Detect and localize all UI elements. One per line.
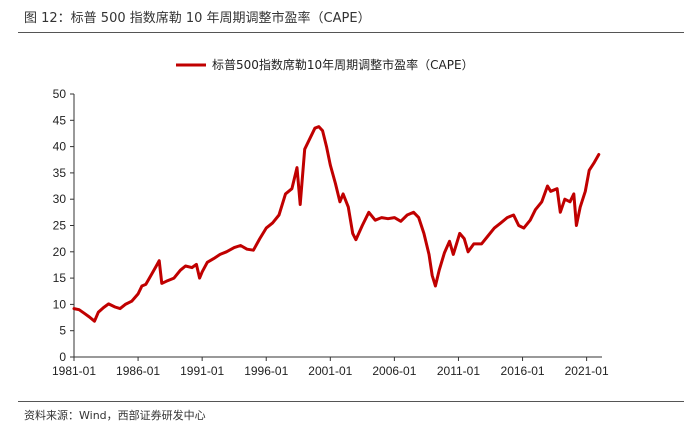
x-tick-label: 2021-01 [565,364,609,378]
x-tick-label: 1996-01 [244,364,288,378]
y-tick-label: 20 [53,245,67,259]
y-tick-label: 45 [53,113,67,127]
y-tick-label: 35 [53,166,67,180]
source-divider [18,401,684,402]
x-tick-label: 1986-01 [116,364,160,378]
legend-label: 标普500指数席勒10年周期调整市盈率（CAPE） [212,57,474,72]
y-tick-label: 30 [53,192,67,206]
y-tick-label: 10 [53,297,67,311]
y-tick-label: 15 [53,271,67,285]
chart-series [72,125,601,323]
x-tick-label: 2011-01 [437,364,480,378]
y-tick-label: 5 [59,324,66,338]
y-axis-ticks: 0 5 10 15 20 25 30 35 40 45 50 [53,87,74,364]
chart-legend: 标普500指数席勒10年周期调整市盈率（CAPE） [176,57,474,72]
y-tick-label: 25 [53,219,67,233]
figure-title: 图 12：标普 500 指数席勒 10 年周期调整市盈率（CAPE） [24,11,371,26]
y-tick-label: 50 [53,87,67,101]
chart-axes [73,94,602,358]
x-tick-label: 2016-01 [501,364,545,378]
title-divider [18,32,684,33]
x-axis-ticks: 1981-01 1986-01 1991-01 1996-01 2001-01 2006-… [52,357,609,378]
cape-series-line [72,125,601,323]
source-note: 资料来源：Wind，西部证券研发中心 [24,409,206,422]
x-tick-label: 2001-01 [308,364,352,378]
y-tick-label: 0 [59,350,66,364]
x-tick-label: 1991-01 [180,364,224,378]
x-tick-label: 2006-01 [372,364,416,378]
x-tick-label: 1981-01 [52,364,96,378]
y-tick-label: 40 [53,140,67,154]
